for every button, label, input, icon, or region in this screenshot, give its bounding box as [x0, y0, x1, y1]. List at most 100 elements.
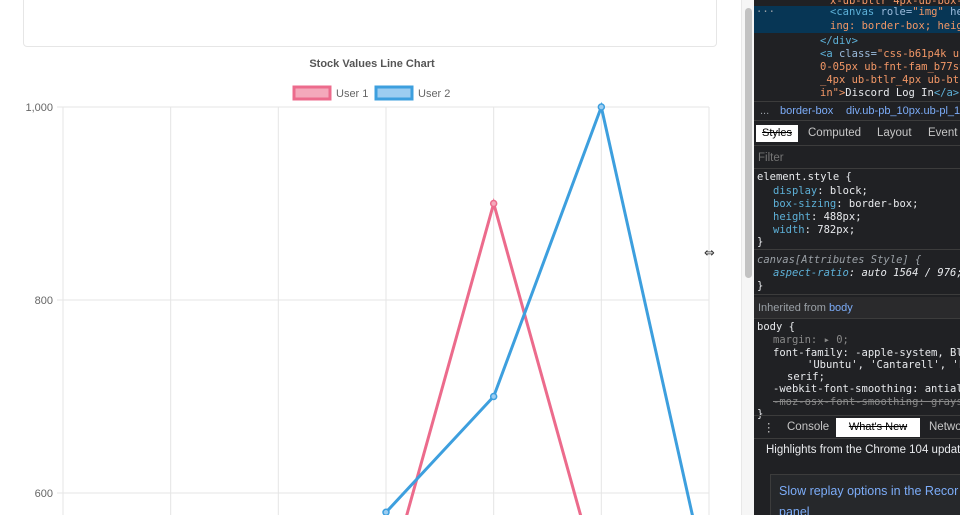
- rule-close: }: [757, 236, 764, 248]
- y-axis: 1,000 800 600: [25, 102, 53, 500]
- highlights-heading: Highlights from the Chrome 104 update: [766, 444, 960, 456]
- y-tick-label: 600: [35, 488, 53, 500]
- tab-styles[interactable]: Styles: [756, 125, 798, 142]
- element-style-rule: element.style { display: block; box-sizi…: [754, 171, 960, 250]
- rule-selector: element.style {: [757, 171, 852, 183]
- y-tick-label: 1,000: [25, 102, 53, 114]
- tab-network[interactable]: Netwo: [929, 421, 960, 433]
- tree-line[interactable]: <a class="css-b61p4k ub-: [820, 48, 960, 60]
- legend-swatch: [292, 85, 332, 101]
- tree-text: x-ub-btlr_4px-ub-box-s: [830, 0, 960, 7]
- css-declaration[interactable]: width: 782px;: [773, 224, 856, 236]
- data-point[interactable]: [489, 392, 498, 401]
- css-declaration[interactable]: -webkit-font-smoothing: antialia: [773, 383, 960, 395]
- tree-ellipsis-icon[interactable]: ···: [756, 6, 775, 18]
- series-line: [384, 101, 694, 515]
- chart-grid: [57, 106, 710, 515]
- tree-val: _4px ub-btlr_4px ub-btrr: [820, 74, 960, 86]
- css-declaration[interactable]: font-family: -apple-system, Bli: [773, 347, 960, 359]
- css-property: box-sizing: [773, 198, 837, 210]
- tab-layout[interactable]: Layout: [877, 127, 912, 139]
- tree-line-selected[interactable]: ··· <canvas role="img" hei: [754, 6, 960, 20]
- tree-line[interactable]: in">Discord Log In</a>: [820, 87, 959, 99]
- tab-console[interactable]: Console: [787, 421, 830, 433]
- css-value: 782px;: [817, 224, 856, 236]
- css-property: display: [773, 185, 818, 197]
- css-declaration[interactable]: height: 488px;: [773, 211, 862, 223]
- breadcrumb: ... border-box div.ub-pb_10px.ub-pl_1: [754, 101, 960, 121]
- tree-val: ing: border-box; heigh: [830, 20, 960, 32]
- tab-whats-new[interactable]: What's New: [836, 418, 920, 437]
- css-value: auto 1564 / 976;: [861, 267, 960, 279]
- tree-attr: class=: [832, 48, 877, 60]
- tree-line[interactable]: _4px ub-btlr_4px ub-btrr: [820, 74, 960, 86]
- inherited-label: Inherited from: [758, 302, 826, 314]
- legend-item[interactable]: User 1: [292, 85, 368, 101]
- tree-line[interactable]: 0-05px ub-fnt-fam_b77syt: [820, 61, 960, 73]
- legend-label: User 1: [336, 88, 368, 100]
- devtools-panel: x-ub-btlr_4px-ub-box-s ··· <canvas role=…: [754, 0, 960, 515]
- elements-tree: x-ub-btlr_4px-ub-box-s ··· <canvas role=…: [754, 0, 960, 100]
- tree-tag: </div>: [820, 35, 858, 47]
- inherited-source-link[interactable]: body: [828, 302, 853, 314]
- tab-event-listeners[interactable]: Event L: [928, 127, 960, 139]
- page-content: Stock Values Line Chart User 1 User 2 1,0…: [23, 0, 717, 515]
- css-property: width: [773, 224, 805, 236]
- tree-tag: <canvas: [830, 6, 875, 18]
- css-property: height: [773, 211, 811, 223]
- data-point[interactable]: [489, 199, 498, 208]
- styles-subtabs: Styles Computed Layout Event L: [754, 122, 960, 146]
- page-scrollbar-thumb[interactable]: [745, 8, 752, 278]
- css-declaration-continued: 'Ubuntu', 'Cantarell', 'Fi: [807, 359, 960, 371]
- tree-line[interactable]: </div>: [820, 35, 858, 47]
- tree-val: "css-b61p4k ub-: [876, 48, 960, 60]
- tree-val: 0-05px ub-fnt-fam_b77syt: [820, 61, 960, 73]
- page-scrollbar[interactable]: [741, 0, 754, 515]
- legend-label: User 2: [418, 88, 450, 100]
- breadcrumb-item[interactable]: div.ub-pb_10px.ub-pl_1: [846, 105, 960, 117]
- breadcrumb-item[interactable]: border-box: [780, 105, 834, 117]
- data-point[interactable]: [382, 508, 390, 515]
- tree-text: Discord Log In: [845, 87, 934, 99]
- tree-line[interactable]: x-ub-btlr_4px-ub-box-s: [830, 0, 960, 7]
- news-card[interactable]: Slow replay options in the Recor panel: [770, 474, 960, 515]
- rule-selector: canvas[Attributes Style] {: [757, 254, 922, 266]
- css-declaration[interactable]: display: block;: [773, 185, 868, 197]
- tree-line-selected[interactable]: ing: border-box; heigh: [754, 20, 960, 33]
- legend-item[interactable]: User 2: [374, 85, 450, 101]
- y-tick-label: 800: [35, 295, 53, 307]
- tree-attr: hei: [950, 6, 960, 18]
- series-lines: [382, 101, 694, 515]
- css-property: aspect-ratio: [773, 267, 849, 279]
- chart-legend: User 1 User 2: [292, 85, 450, 101]
- top-card: [23, 0, 717, 47]
- canvas-attribute-rule: canvas[Attributes Style] { aspect-ratio:…: [754, 253, 960, 295]
- breadcrumb-ellipsis[interactable]: ...: [760, 105, 770, 117]
- css-value: block;: [829, 185, 868, 197]
- stock-values-line-chart: Stock Values Line Chart User 1 User 2 1,0…: [25, 58, 710, 515]
- css-declaration-continued: serif;: [787, 371, 825, 383]
- css-value: border-box;: [848, 198, 919, 210]
- css-declaration-overridden[interactable]: -moz-osx-font-smoothing: graysc: [773, 396, 960, 408]
- tree-val: in">: [820, 87, 846, 99]
- body-rule: body { margin: ▸ 0; font-family: -apple-…: [754, 320, 960, 420]
- resize-cursor-icon: ⇔: [704, 246, 715, 261]
- styles-filter-input[interactable]: [758, 150, 948, 166]
- css-declaration[interactable]: margin: ▸ 0;: [773, 334, 849, 346]
- tree-tag: <a: [820, 48, 833, 60]
- filter-row: [754, 147, 960, 169]
- rule-selector: body {: [757, 321, 795, 333]
- legend-swatch: [374, 85, 414, 101]
- css-declaration[interactable]: box-sizing: border-box;: [773, 198, 919, 210]
- tree-val: "img": [912, 6, 944, 18]
- tree-attr: role=: [874, 6, 913, 18]
- tree-tag: </a>: [933, 87, 960, 99]
- css-declaration: aspect-ratio: auto 1564 / 976;: [773, 267, 960, 280]
- css-value: 488px;: [823, 211, 862, 223]
- data-point[interactable]: [597, 103, 606, 111]
- drawer-menu-icon[interactable]: ⋮: [763, 422, 775, 434]
- news-link[interactable]: Slow replay options in the Recor panel: [779, 484, 959, 515]
- rule-close: }: [757, 408, 764, 420]
- inherited-from-bar: Inherited from body: [754, 297, 960, 319]
- tab-computed[interactable]: Computed: [808, 127, 862, 139]
